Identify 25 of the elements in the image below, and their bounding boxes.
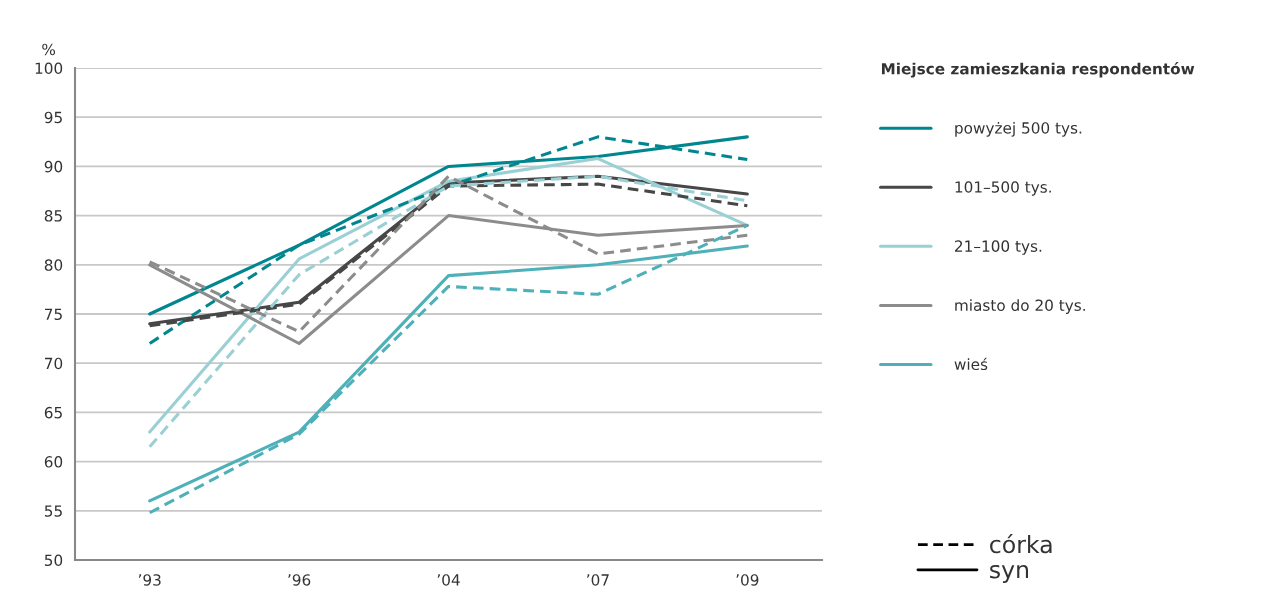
legend-label: 101–500 tys. bbox=[955, 181, 1051, 196]
legend-label: powyżej 500 tys. bbox=[955, 121, 1082, 137]
y-tick-label: 75 bbox=[45, 308, 62, 321]
y-tick-label: 65 bbox=[44, 406, 62, 419]
text: córka bbox=[990, 534, 1052, 554]
y-tick-label: 100 bbox=[35, 62, 63, 75]
legend-label: wieś bbox=[954, 357, 988, 371]
y-tick-label: 55 bbox=[44, 505, 62, 517]
legend-title: Miejsce zamieszkania respondentów bbox=[881, 62, 1195, 78]
y-tick-label: 60 bbox=[44, 456, 63, 468]
y-tick-label: 80 bbox=[44, 259, 63, 271]
legend-label: 21–100 tys. bbox=[955, 240, 1042, 255]
x-tick-label: ’93 bbox=[138, 574, 161, 586]
y-tick-label: 95 bbox=[44, 111, 62, 124]
y-tick-label: 70 bbox=[45, 357, 63, 370]
x-tick-label: ’09 bbox=[736, 574, 759, 586]
y-tick-label: 90 bbox=[44, 160, 63, 173]
y-tick-label: 85 bbox=[44, 210, 62, 222]
y-axis-title: % bbox=[42, 43, 56, 56]
text: syn bbox=[990, 564, 1029, 584]
x-tick-label: ’96 bbox=[288, 574, 311, 586]
y-tick-label: 50 bbox=[44, 554, 63, 567]
x-tick-label: ’07 bbox=[587, 574, 609, 586]
x-tick-label: ’04 bbox=[437, 574, 460, 586]
legend-label: miasto do 20 tys. bbox=[955, 299, 1085, 314]
